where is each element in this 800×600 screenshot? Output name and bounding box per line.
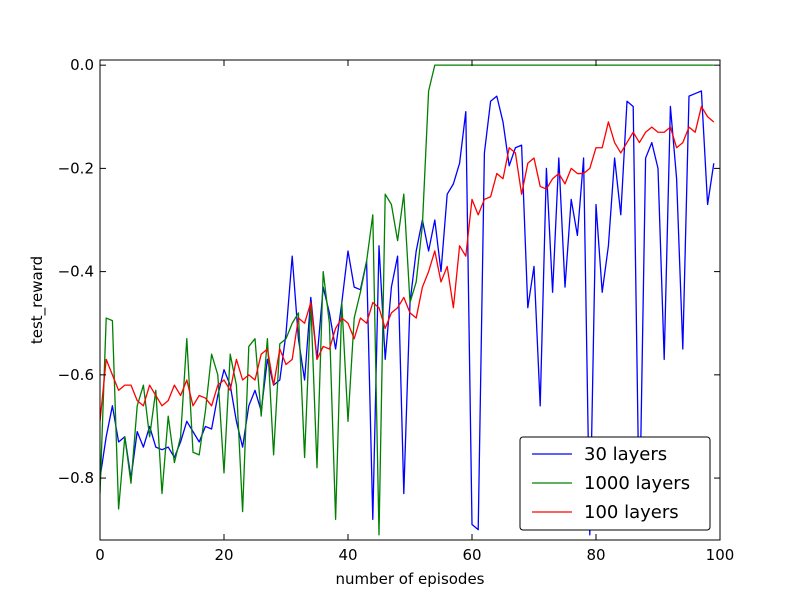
x-tick-label: 60	[462, 546, 481, 564]
y-tick-label: −0.8	[58, 469, 94, 487]
x-tick-label: 20	[214, 546, 233, 564]
legend-label: 30 layers	[584, 444, 667, 465]
series-line-2	[100, 64, 714, 536]
axis-ticks: 0 20 40 60 80 100 0.0 −0.2 −0.4 −0.6 −0.8	[58, 56, 735, 564]
x-tick-label: 80	[586, 546, 605, 564]
legend-label: 100 layers	[584, 502, 679, 523]
legend-box	[519, 436, 711, 531]
y-axis-label: test_reward	[28, 256, 47, 344]
plot-frame	[99, 59, 721, 541]
x-tick-label: 100	[706, 546, 735, 564]
series-group	[100, 64, 715, 536]
y-tick-label: −0.6	[58, 366, 94, 384]
x-tick-label: 0	[95, 546, 105, 564]
x-tick-label: 40	[338, 546, 357, 564]
y-tick-label: −0.2	[58, 159, 94, 177]
y-tick-label: 0.0	[70, 56, 94, 74]
legend: 30 layers 1000 layers 100 layers	[519, 436, 711, 531]
series-line-3	[100, 105, 715, 422]
legend-label: 1000 layers	[584, 473, 690, 494]
x-axis-label: number of episodes	[335, 570, 484, 588]
y-tick-label: −0.4	[58, 263, 94, 281]
